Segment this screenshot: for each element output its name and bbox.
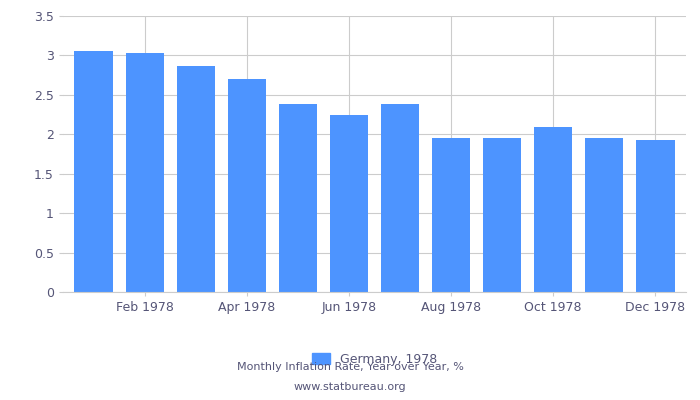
Bar (125, 53, 164, 292)
Bar (636, 140, 675, 292)
Legend: Germany, 1978: Germany, 1978 (307, 348, 442, 371)
Bar (228, 79, 266, 292)
Bar (176, 66, 215, 292)
Bar (585, 138, 624, 292)
Bar (74, 52, 113, 292)
Text: Monthly Inflation Rate, Year over Year, %: Monthly Inflation Rate, Year over Year, … (237, 362, 463, 372)
Bar (330, 114, 368, 292)
Bar (432, 138, 470, 292)
Bar (534, 127, 573, 292)
Bar (483, 138, 522, 292)
Text: www.statbureau.org: www.statbureau.org (294, 382, 406, 392)
Bar (381, 104, 419, 292)
Bar (279, 104, 317, 292)
